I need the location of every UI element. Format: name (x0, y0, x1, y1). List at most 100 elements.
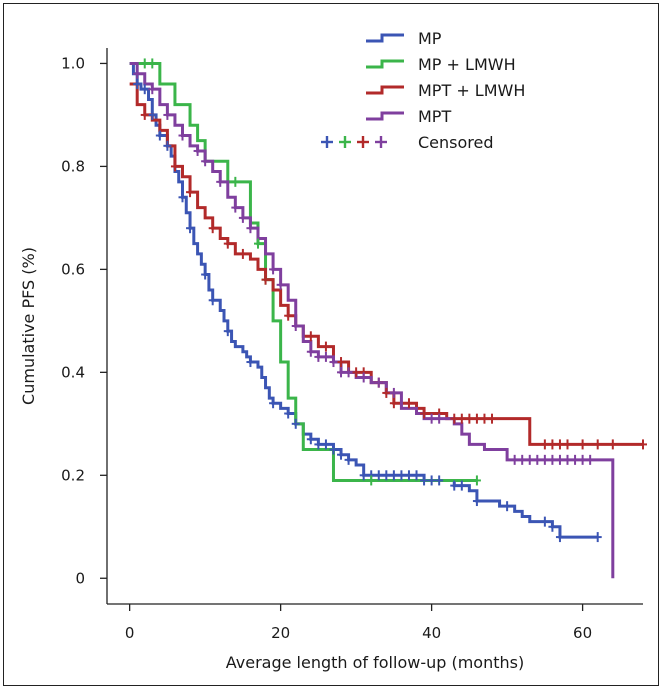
y-tick-label: 0.2 (61, 466, 85, 484)
censor-mark-mpt (193, 145, 202, 156)
legend-swatch-mpt (366, 111, 404, 121)
censor-mark-mp (201, 269, 210, 280)
censor-mark-mp (344, 454, 353, 465)
censor-mark-mpt (321, 351, 330, 362)
censor-mark-mpt (276, 279, 285, 290)
censor-mark-mpt-lmwh (540, 439, 549, 450)
censor-mark-mpt (548, 454, 557, 465)
censor-mark-mpt-lmwh (352, 367, 361, 378)
censor-mark-mpt-lmwh (548, 439, 557, 450)
axes: 0 0.2 0.4 0.6 0.8 1.0 0 20 40 60 (61, 48, 643, 642)
censor-marks (133, 58, 647, 543)
censor-mark-mp-lmwh (253, 238, 262, 249)
censor-mark-mp (329, 444, 338, 455)
x-tick-label: 0 (125, 624, 135, 642)
censor-mark-mp (208, 295, 217, 306)
censor-mark-mpt-lmwh (382, 387, 391, 398)
censor-mark-mp-lmwh (148, 58, 157, 69)
censor-mark-mpt (359, 372, 368, 383)
censor-mark-mpt-lmwh (480, 413, 489, 424)
censor-mark-mp (163, 140, 172, 151)
legend-swatch-mpt-lmwh (366, 85, 404, 95)
x-tick-label: 40 (422, 624, 441, 642)
legend-label-mp-lmwh: MP + LMWH (418, 55, 516, 74)
censor-mark-mpt (374, 377, 383, 388)
censor-mark-mpt (291, 321, 300, 331)
censor-mark-mp (548, 521, 557, 532)
censor-mark-mp (246, 357, 255, 368)
censor-mark-mp (133, 79, 142, 90)
legend-swatch-mp (366, 33, 404, 43)
censor-mark-mpt (344, 367, 353, 378)
censor-mark-mpt-lmwh (186, 187, 195, 198)
censor-mark-mpt (563, 454, 572, 465)
censor-mark-mpt (148, 84, 157, 95)
y-tick-label: 0.4 (61, 363, 85, 381)
censor-mark-mpt-lmwh (472, 413, 481, 424)
censor-mark-mpt (329, 357, 338, 368)
censor-mark-mpt (555, 454, 564, 465)
censor-mark-mp-lmwh (140, 58, 149, 69)
censor-mark-mpt-lmwh (238, 248, 247, 259)
censor-mark-mpt (133, 68, 142, 79)
censor-mark-mp (555, 532, 564, 543)
censor-mark-mp (540, 516, 549, 527)
censor-mark-mp (140, 84, 149, 95)
censor-mark-mp (291, 418, 300, 429)
censor-mark-mp (389, 470, 398, 481)
legend: MP MP + LMWH MPT + LMWH MPT Censored (321, 29, 525, 152)
legend-label-mpt: MPT (418, 107, 451, 126)
censor-mark-mpt-lmwh (404, 398, 413, 409)
censor-mark-mp (427, 475, 436, 486)
censor-mark-mpt (178, 130, 187, 141)
y-axis-title: Cumulative PFS (%) (19, 247, 38, 405)
y-tick-label: 0.8 (61, 157, 85, 175)
x-ticks: 0 20 40 60 (125, 604, 592, 642)
censor-mark-mp (269, 398, 278, 409)
curve-mp (129, 61, 598, 539)
censor-mark-mpt (238, 212, 247, 223)
censor-mark-mpt-lmwh (223, 238, 232, 249)
censor-mark-mp (148, 109, 157, 120)
y-tick-label: 0.6 (61, 260, 85, 278)
censor-mark-mp (359, 470, 368, 481)
censor-mark-mpt (201, 156, 210, 167)
legend-label-mp: MP (418, 29, 442, 48)
censor-mark-mp (337, 449, 346, 460)
chart-frame: 0 0.2 0.4 0.6 0.8 1.0 0 20 40 60 Cumulative PFS … (3, 3, 659, 686)
censor-mark-mpt (163, 109, 172, 120)
censor-mark-mpt (427, 413, 436, 424)
censor-mark-mpt (246, 223, 255, 234)
legend-swatch-mp-lmwh (366, 59, 404, 69)
legend-label-mpt-lmwh: MPT + LMWH (418, 81, 525, 100)
legend-label-censored: Censored (418, 133, 494, 152)
censor-mark-mpt (216, 176, 225, 187)
censor-mark-mpt-lmwh (563, 439, 572, 450)
censor-mark-mpt-lmwh (457, 413, 466, 424)
censor-mark-mpt-lmwh (208, 223, 217, 234)
censor-mark-mpt-lmwh (389, 398, 398, 409)
censor-mark-mpt-lmwh (261, 274, 270, 285)
censor-mark-mpt-lmwh (306, 331, 315, 342)
legend-censor-mark (375, 136, 387, 148)
km-chart: 0 0.2 0.4 0.6 0.8 1.0 0 20 40 60 Cumulative PFS … (19, 29, 647, 672)
censor-mark-mp (435, 475, 444, 486)
censor-mark-mp (503, 501, 512, 512)
censor-mark-mpt-lmwh (170, 161, 179, 172)
censor-mark-mpt-lmwh (420, 408, 429, 419)
censor-mark-mpt (571, 454, 580, 465)
censor-mark-mpt-lmwh (488, 413, 497, 424)
x-tick-label: 20 (271, 624, 290, 642)
censor-mark-mpt-lmwh (321, 341, 330, 352)
censor-mark-mp-lmwh (367, 475, 376, 486)
censor-mark-mpt-lmwh (578, 439, 587, 450)
censor-mark-mpt (314, 351, 323, 362)
censor-mark-mpt (435, 413, 444, 424)
censor-mark-mpt-lmwh (639, 439, 647, 450)
censor-mark-mpt (269, 264, 278, 275)
censor-mark-mp (472, 496, 481, 507)
censor-mark-mp (178, 192, 187, 203)
censor-mark-mpt-lmwh (450, 413, 459, 424)
legend-censor-mark (357, 136, 369, 148)
survival-curves (129, 61, 643, 579)
